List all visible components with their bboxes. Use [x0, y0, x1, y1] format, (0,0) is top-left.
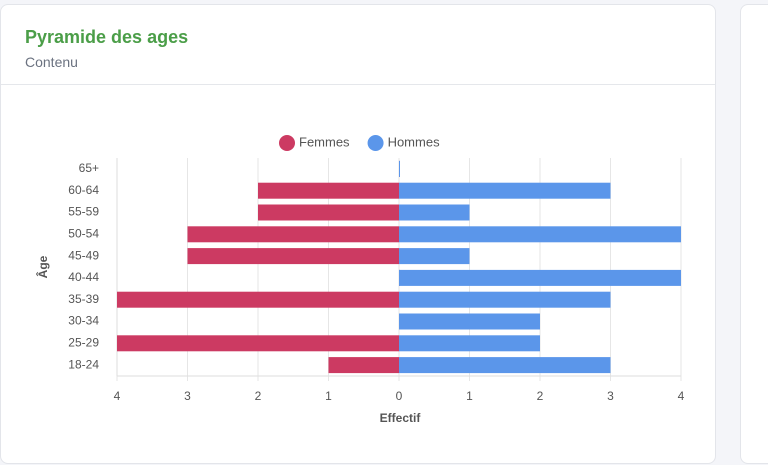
y-tick-label: 25-29 [68, 335, 99, 349]
card-title: Pyramide des ages [25, 27, 189, 47]
bar [399, 160, 400, 177]
x-tick-label: 1 [466, 389, 473, 403]
legend-label: Hommes [388, 134, 441, 149]
x-tick-label: 2 [537, 389, 544, 403]
bar [399, 226, 681, 243]
y-tick-label: 65+ [79, 161, 99, 175]
bar [187, 248, 399, 265]
x-tick-label: 0 [396, 389, 403, 403]
y-tick-label: 45-49 [68, 248, 99, 262]
bar [399, 269, 681, 286]
y-tick-label: 35-39 [68, 292, 99, 306]
bar [399, 291, 611, 308]
y-tick-label: 18-24 [68, 357, 99, 371]
bar [399, 182, 611, 199]
bar [117, 291, 399, 308]
x-tick-label: 4 [114, 389, 121, 403]
x-tick-label: 4 [678, 389, 685, 403]
y-axis-title: Âge [35, 255, 50, 278]
divider [1, 84, 715, 85]
x-tick-label: 2 [255, 389, 262, 403]
x-axis-title: Effectif [380, 411, 422, 425]
x-tick-label: 1 [325, 389, 332, 403]
bar [399, 313, 540, 330]
y-tick-label: 30-34 [68, 314, 99, 328]
bar [187, 226, 399, 243]
next-card [740, 4, 768, 464]
x-tick-label: 3 [184, 389, 191, 403]
y-tick-label: 55-59 [68, 205, 99, 219]
bar [328, 357, 399, 374]
x-tick-label: 3 [607, 389, 614, 403]
y-tick-label: 60-64 [68, 183, 99, 197]
legend-swatch [279, 135, 295, 151]
bar [399, 204, 470, 221]
bar [258, 204, 399, 221]
legend-swatch [367, 135, 384, 151]
bar [117, 335, 399, 352]
y-tick-label: 40-44 [68, 270, 99, 284]
y-tick-label: 50-54 [68, 226, 99, 240]
legend-label: Femmes [299, 134, 350, 149]
bar [399, 248, 470, 265]
bar [399, 357, 611, 374]
bar [399, 335, 540, 352]
bar [258, 182, 399, 199]
card-subtitle: Contenu [25, 54, 78, 70]
